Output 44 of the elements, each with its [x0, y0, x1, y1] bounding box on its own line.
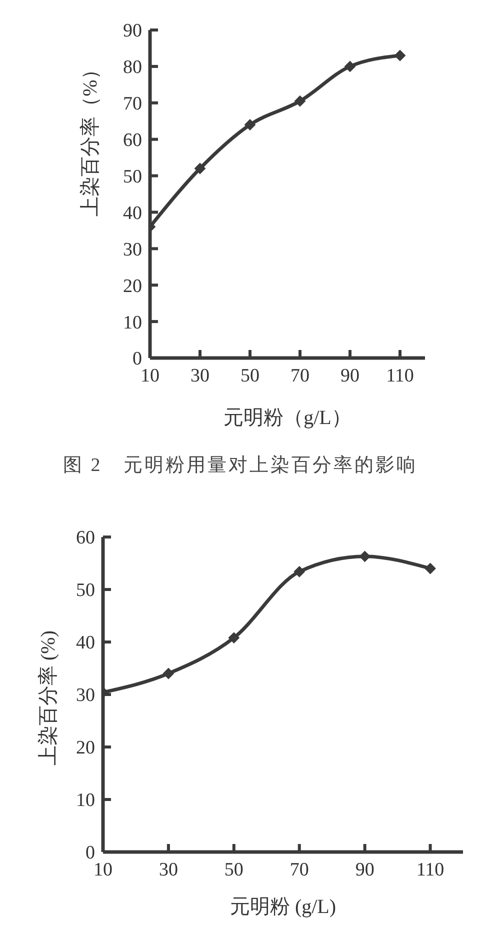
y-tick-label: 60 — [123, 130, 142, 152]
point — [344, 60, 356, 72]
x-tick-label: 50 — [240, 365, 260, 386]
y-tick-label: 30 — [76, 685, 95, 706]
point — [162, 668, 174, 679]
y-tick-label: 40 — [123, 202, 142, 224]
x-tick-label: 90 — [355, 859, 374, 880]
x-axis-title: 元明粉（g/L） — [222, 406, 352, 431]
x-tick-label: 30 — [190, 365, 210, 386]
y-tick-label: 80 — [123, 57, 142, 78]
x-axis-title: 元明粉 (g/L) — [228, 895, 338, 920]
y-tick-label: 10 — [76, 790, 95, 812]
y-tick-label: 0 — [86, 842, 95, 864]
y-tick-label: 40 — [76, 632, 95, 654]
x-tick-label: 70 — [290, 365, 310, 386]
y-tick-label: 50 — [76, 580, 95, 602]
point — [359, 550, 370, 562]
x-tick-label: 50 — [224, 859, 244, 880]
point — [294, 96, 306, 107]
y-tick-label: 0 — [132, 348, 142, 370]
y-tick-label: 20 — [76, 738, 95, 759]
y-tick-label: 10 — [123, 312, 142, 334]
x-tick-label: 110 — [386, 365, 414, 386]
point — [244, 119, 256, 130]
x-tick-label: 90 — [340, 365, 360, 386]
x-tick-label: 10 — [140, 365, 160, 386]
y-axis-title: 上染百分率（%） — [78, 60, 102, 216]
point — [424, 563, 436, 574]
x-tick-label: 10 — [94, 859, 112, 880]
caption: 图 2 元明粉用量对上染百分率的影响 — [62, 454, 418, 478]
y-tick-label: 30 — [123, 239, 142, 260]
y-tick-label: 90 — [123, 20, 142, 42]
x-tick-label: 110 — [416, 859, 444, 880]
point — [294, 566, 305, 578]
point — [394, 50, 406, 62]
y-tick-label: 50 — [123, 166, 142, 188]
y-tick-label: 60 — [76, 528, 95, 549]
point — [228, 632, 240, 644]
x-tick-label: 70 — [290, 859, 309, 880]
y-axis-title: 上染百分率 (%) — [36, 630, 60, 766]
x-tick-label: 30 — [158, 859, 178, 880]
y-tick-label: 20 — [123, 276, 142, 297]
point — [194, 162, 206, 174]
y-tick-label: 70 — [123, 94, 142, 115]
